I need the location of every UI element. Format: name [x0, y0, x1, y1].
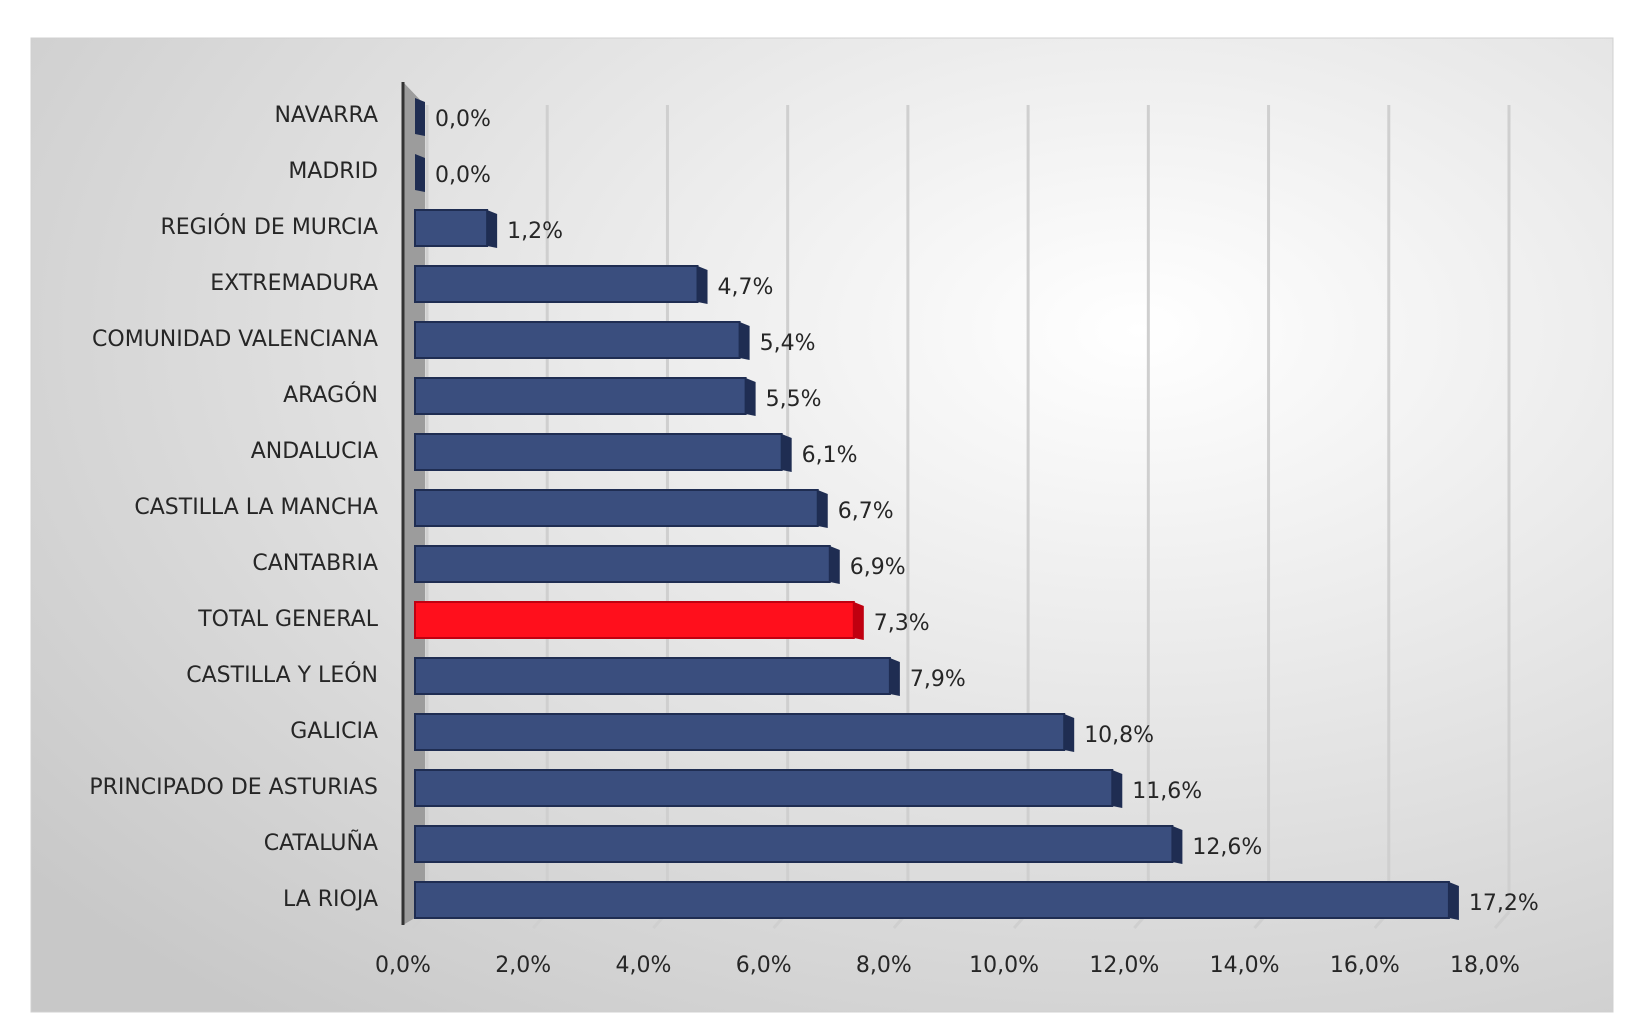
bar-side [1064, 714, 1075, 752]
bar-side [1112, 770, 1123, 808]
value-label: 7,3% [874, 611, 930, 636]
bar-side [781, 434, 792, 472]
value-label: 0,0% [435, 163, 491, 188]
y-tick-label: LA RIOJA [283, 887, 378, 912]
value-label: 11,6% [1132, 779, 1202, 804]
bar [414, 657, 891, 695]
y-tick-label: GALICIA [290, 719, 378, 744]
bar [414, 825, 1174, 863]
value-label: 6,1% [802, 443, 858, 468]
y-tick-label: ARAGÓN [283, 382, 378, 408]
bar [414, 601, 855, 639]
bar-side [1172, 826, 1183, 864]
x-tick-label: 6,0% [736, 953, 792, 978]
bar-side [415, 154, 425, 192]
value-label: 4,7% [718, 275, 774, 300]
y-tick-label: ANDALUCIA [251, 439, 378, 464]
bar [414, 545, 831, 583]
x-tick-label: 18,0% [1450, 953, 1520, 978]
y-tick-label: PRINCIPADO DE ASTURIAS [89, 775, 378, 800]
bar-side [829, 546, 840, 584]
y-tick-label: EXTREMADURA [210, 271, 378, 296]
bar [414, 321, 741, 359]
x-tick-label: 12,0% [1089, 953, 1159, 978]
value-label: 7,9% [910, 667, 966, 692]
bar [414, 713, 1066, 751]
x-tick-label: 16,0% [1330, 953, 1400, 978]
x-tick-label: 10,0% [969, 953, 1039, 978]
y-tick-label: MADRID [288, 159, 378, 184]
value-label: 10,8% [1084, 723, 1154, 748]
value-label: 17,2% [1469, 891, 1539, 916]
value-label: 0,0% [435, 107, 491, 132]
x-tick-label: 14,0% [1210, 953, 1280, 978]
y-tick-label: CATALUÑA [264, 829, 378, 856]
bar-side [853, 602, 864, 640]
bar-side [697, 266, 708, 304]
y-tick-label: COMUNIDAD VALENCIANA [92, 327, 378, 352]
bar [414, 209, 489, 247]
bar-side [415, 98, 425, 136]
x-tick-label: 8,0% [856, 953, 912, 978]
bar-side [1448, 882, 1459, 920]
value-label: 6,7% [838, 499, 894, 524]
x-tick-label: 0,0% [375, 953, 431, 978]
bar-side [889, 658, 900, 696]
y-tick-label: TOTAL GENERAL [197, 607, 379, 632]
bar [414, 489, 819, 527]
y-tick-label: NAVARRA [274, 103, 378, 128]
value-label: 6,9% [850, 555, 906, 580]
x-tick-label: 4,0% [615, 953, 671, 978]
x-tick-label: 2,0% [495, 953, 551, 978]
bar [414, 769, 1114, 807]
value-label: 1,2% [507, 219, 563, 244]
value-label: 5,4% [760, 331, 816, 356]
y-tick-label: CASTILLA LA MANCHA [134, 495, 378, 520]
tick-mark [1493, 911, 1511, 929]
bar-side [817, 490, 828, 528]
bar-side [745, 378, 756, 416]
bar-side [487, 210, 498, 248]
bar [414, 377, 747, 415]
value-label: 12,6% [1192, 835, 1262, 860]
value-label: 5,5% [766, 387, 822, 412]
bar [414, 265, 699, 303]
y-tick-label: REGIÓN DE MURCIA [161, 214, 379, 240]
y-tick-label: CANTABRIA [252, 551, 378, 576]
bar [414, 433, 783, 471]
bar [414, 881, 1450, 919]
bar-side [739, 322, 750, 360]
y-tick-label: CASTILLA Y LEÓN [186, 662, 378, 688]
